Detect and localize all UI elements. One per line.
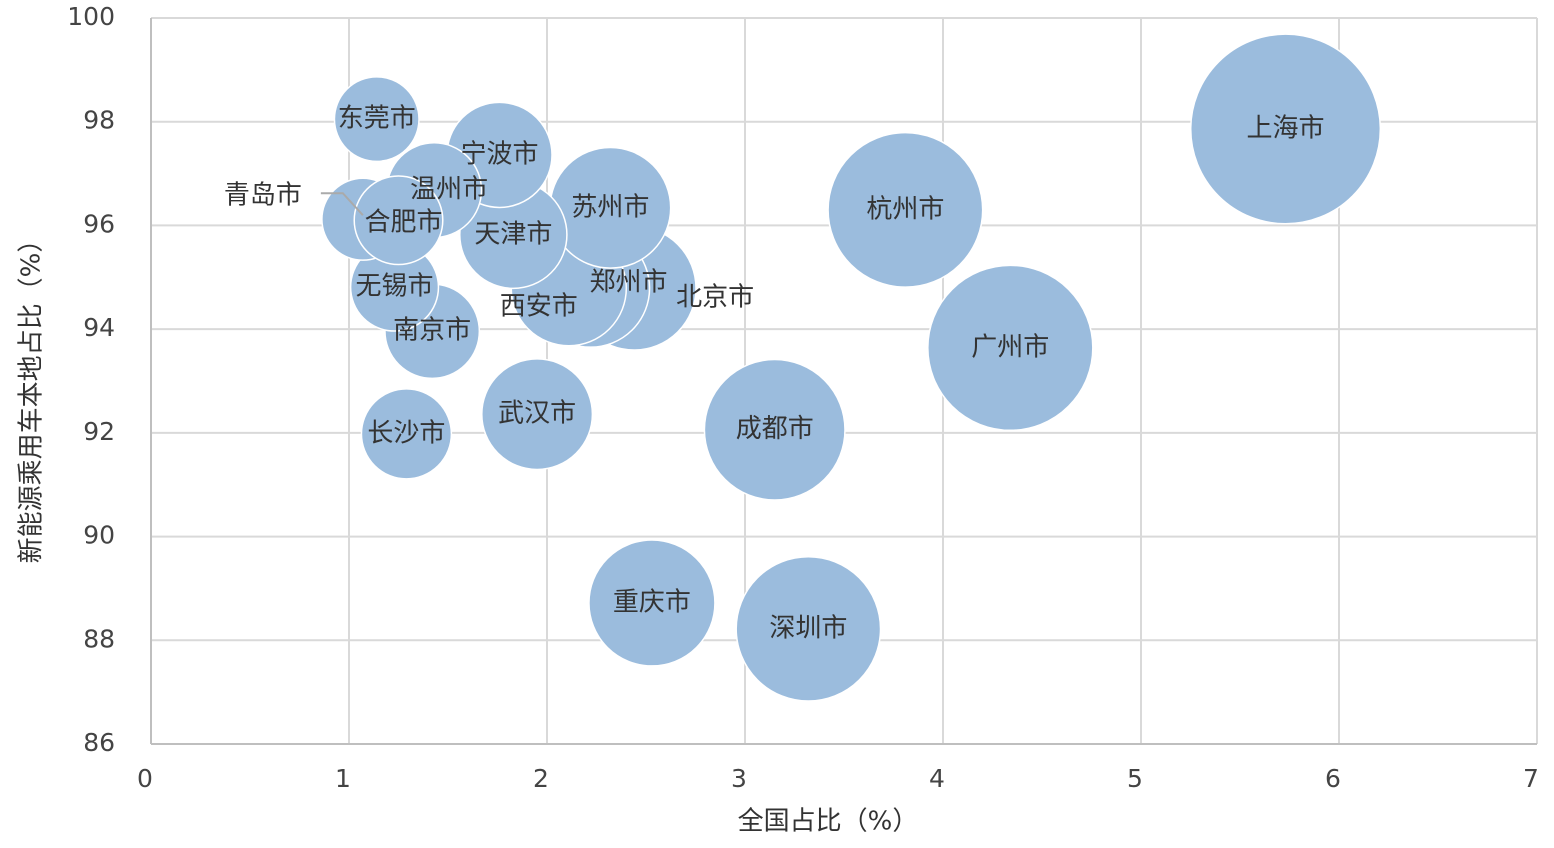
x-tick-label: 2 (533, 764, 549, 793)
x-tick-label: 7 (1523, 764, 1539, 793)
data-label: 合肥市 (364, 208, 442, 238)
x-tick-label: 0 (137, 764, 153, 793)
bubble (735, 555, 882, 702)
data-label: 郑州市 (590, 268, 668, 298)
bubble (927, 264, 1094, 432)
y-tick-label: 88 (83, 624, 115, 653)
x-tick-label: 1 (335, 764, 351, 793)
data-label: 武汉市 (498, 399, 576, 429)
data-label: 天津市 (474, 219, 552, 249)
y-tick-label: 96 (83, 209, 115, 238)
data-label: 重庆市 (613, 587, 691, 617)
data-label: 广州市 (971, 332, 1049, 362)
bubble (703, 358, 846, 501)
leader-line (320, 192, 364, 216)
bubble (481, 358, 594, 471)
bubble (360, 388, 453, 480)
data-label: 青岛市 (224, 181, 302, 211)
bubble (353, 175, 444, 266)
x-axis-title: 全国占比（%） (738, 807, 919, 837)
data-label: 深圳市 (769, 613, 847, 643)
data-label: 无锡市 (356, 272, 434, 302)
data-label: 北京市 (676, 283, 754, 313)
data-label: 南京市 (393, 316, 471, 346)
bubble (827, 131, 984, 288)
y-tick-label: 98 (83, 106, 115, 135)
bubble (1189, 33, 1382, 225)
x-tick-label: 5 (1127, 764, 1143, 793)
data-label: 杭州市 (866, 194, 944, 224)
data-label: 温州市 (410, 175, 488, 205)
y-tick-label: 92 (83, 417, 115, 446)
y-tick-label: 94 (83, 313, 115, 342)
data-label: 长沙市 (367, 418, 445, 448)
bubble (333, 76, 420, 163)
y-tick-label: 86 (83, 728, 115, 757)
data-label: 东莞市 (338, 104, 416, 134)
x-tick-label: 6 (1325, 764, 1341, 793)
x-tick-label: 4 (929, 764, 945, 793)
x-tick-label: 3 (731, 764, 747, 793)
data-label: 成都市 (736, 414, 814, 444)
data-label: 上海市 (1247, 113, 1325, 143)
y-tick-label: 90 (83, 521, 115, 550)
y-tick-label: 100 (67, 2, 115, 31)
data-label: 宁波市 (460, 139, 538, 169)
y-axis-title: 新能源乘用车本地占比（%） (17, 227, 47, 564)
bubble (588, 539, 716, 667)
data-label: 苏州市 (571, 192, 649, 222)
data-label: 西安市 (500, 292, 578, 322)
